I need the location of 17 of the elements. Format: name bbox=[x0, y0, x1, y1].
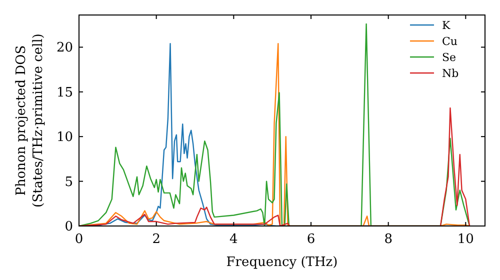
legend-label: K bbox=[442, 18, 451, 32]
y-tick-label: 5 bbox=[64, 174, 73, 190]
y-tick-label: 15 bbox=[56, 85, 73, 100]
x-tick-label: 2 bbox=[152, 232, 160, 247]
legend-label: Nb bbox=[442, 66, 459, 80]
legend-label: Cu bbox=[442, 34, 458, 48]
y-tick-label: 0 bbox=[64, 220, 73, 235]
x-tick-label: 0 bbox=[74, 232, 84, 247]
x-tick-label: 10 bbox=[457, 232, 474, 247]
x-tick-label: 4 bbox=[230, 232, 238, 247]
y-axis-title: Phonon projected DOS (States/THz·primitive cell) bbox=[14, 33, 46, 208]
x-axis-title: Frequency (THz) bbox=[226, 255, 338, 270]
x-tick-label: 6 bbox=[306, 232, 316, 247]
y-tick-label: 10 bbox=[56, 130, 73, 146]
x-tick-label: 8 bbox=[384, 232, 392, 247]
y-tick-label: 20 bbox=[56, 40, 73, 56]
legend-label: Se bbox=[442, 50, 456, 64]
